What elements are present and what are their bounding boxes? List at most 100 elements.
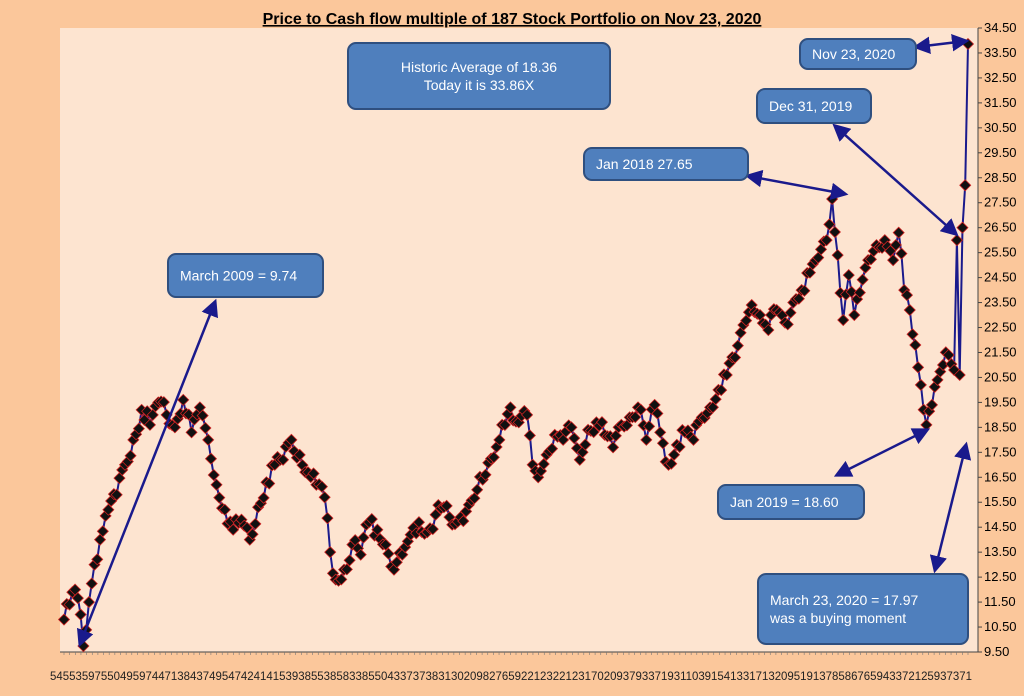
callout-text: was a buying moment (769, 610, 906, 626)
data-point (382, 547, 395, 560)
data-point (498, 418, 511, 431)
data-point (396, 548, 409, 561)
data-point (912, 361, 925, 374)
data-point (906, 328, 919, 341)
y-tick-label: 21.50 (984, 344, 1017, 359)
data-point (315, 480, 328, 493)
data-point (931, 373, 944, 387)
callout-text: Dec 31, 2019 (769, 98, 852, 114)
callout-text: March 23, 2020 = 17.97 (770, 592, 918, 608)
data-point (579, 438, 592, 451)
data-point (715, 384, 728, 397)
data-point (365, 513, 378, 526)
data-point (285, 433, 298, 446)
callout-box: March 2009 = 9.74 (167, 253, 324, 298)
y-tick-label: 31.50 (984, 95, 1017, 110)
data-point (900, 289, 914, 302)
data-point (357, 531, 370, 544)
data-point (390, 556, 403, 569)
data-point (925, 398, 939, 411)
data-point (720, 368, 733, 382)
y-tick-label: 13.50 (984, 544, 1017, 559)
y-tick-label: 16.50 (984, 469, 1017, 484)
data-point (656, 437, 670, 450)
data-point (651, 407, 664, 420)
data-point (545, 442, 559, 455)
data-point (914, 378, 927, 391)
y-tick-label: 24.50 (984, 270, 1017, 285)
data-point (277, 453, 290, 466)
y-tick-label: 14.50 (984, 519, 1017, 534)
data-point (831, 249, 844, 262)
data-point (471, 483, 484, 496)
data-point (227, 523, 240, 536)
data-point (859, 261, 872, 274)
callout-text: Jan 2018 27.65 (596, 156, 693, 172)
callout-box: Nov 23, 2020 (799, 38, 917, 70)
data-point (887, 254, 900, 267)
data-point (263, 477, 276, 490)
callout-box: Dec 31, 2019 (756, 88, 872, 124)
data-point (942, 348, 955, 362)
data-point (587, 425, 600, 439)
data-point (820, 234, 833, 247)
data-point (889, 238, 902, 252)
y-tick-label: 12.50 (984, 569, 1017, 584)
y-tick-label: 18.50 (984, 419, 1017, 434)
data-point (318, 491, 331, 504)
data-point (709, 393, 722, 406)
data-point (798, 284, 811, 297)
data-point (837, 313, 850, 327)
y-tick-label: 29.50 (984, 145, 1017, 160)
data-point (665, 457, 678, 470)
data-point (568, 432, 581, 445)
callout-box: Historic Average of 18.36 Today it is 33.… (347, 42, 611, 110)
callout-box: March 23, 2020 = 17.97 was a buying momen… (757, 573, 969, 645)
data-point (479, 468, 492, 481)
callout-text: Nov 23, 2020 (812, 46, 895, 62)
data-point (429, 508, 442, 521)
data-point (493, 433, 506, 446)
callout-box: Jan 2018 27.65 (583, 147, 749, 181)
data-point (379, 538, 392, 551)
data-point (257, 491, 270, 504)
data-point (792, 292, 805, 305)
data-point (953, 368, 966, 382)
y-tick-label: 28.50 (984, 170, 1017, 185)
data-point (903, 303, 916, 317)
y-tick-label: 9.50 (984, 644, 1009, 659)
callout-arrow (929, 441, 972, 574)
data-point (490, 440, 503, 454)
data-point (856, 273, 869, 286)
data-point (734, 326, 747, 339)
data-point (57, 613, 71, 626)
data-point (629, 411, 642, 424)
callout-arrow (833, 428, 931, 477)
y-tick-label: 33.50 (984, 45, 1017, 60)
callout-arrow (832, 123, 959, 237)
x-tick-labels: 5455359755049597447138437495474241415393… (50, 669, 972, 683)
data-point (595, 416, 609, 429)
y-tick-label: 11.50 (984, 594, 1016, 609)
data-point (335, 573, 348, 586)
data-point (487, 451, 500, 464)
data-point (565, 421, 578, 434)
y-tick-label: 25.50 (984, 245, 1017, 260)
data-point (218, 503, 231, 516)
callout-arrow (77, 298, 218, 648)
data-point (667, 448, 681, 461)
y-tick-label: 17.50 (984, 444, 1017, 459)
data-point (864, 253, 878, 266)
data-point (537, 457, 550, 471)
data-point (895, 247, 908, 260)
chart-title: Price to Cash flow multiple of 187 Stock… (263, 11, 762, 28)
data-point (521, 408, 534, 421)
data-point (845, 285, 858, 298)
data-point (781, 318, 794, 331)
data-point (959, 179, 972, 192)
data-point (343, 554, 356, 567)
callout-text: March 2009 = 9.74 (180, 268, 297, 284)
data-point (842, 269, 855, 282)
data-point (803, 266, 817, 279)
